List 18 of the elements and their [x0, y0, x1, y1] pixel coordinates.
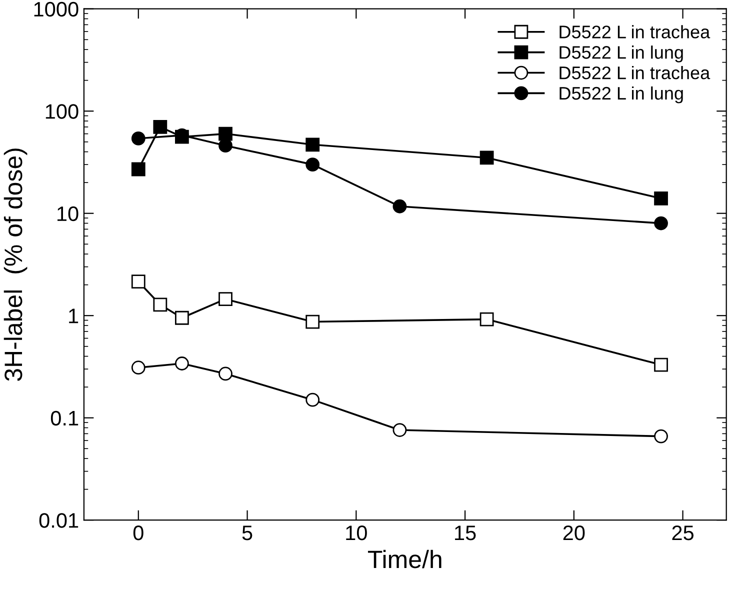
y-axis-title: 3H-label (% of dose): [4, 148, 28, 381]
x-tick-label: 5: [242, 526, 252, 540]
y-tick-label: 10: [58, 206, 78, 222]
y-tick-label: 0.1: [50, 410, 78, 426]
y-tick-label: 1: [69, 308, 78, 324]
y-tick-label: 100: [46, 104, 78, 119]
x-tick-label: 20: [563, 525, 585, 540]
x-tick-label: 10: [346, 525, 367, 540]
y-tick-label: 0.01: [39, 513, 78, 528]
x-tick-label: 0: [133, 525, 144, 540]
y-tick-label: 1000: [34, 2, 78, 17]
x-tick-label: 25: [672, 525, 694, 540]
legend-label: D5522 L in trachea: [560, 25, 710, 38]
legend-label: D5522 L in lung: [560, 86, 683, 104]
x-tick-label: 15: [455, 526, 476, 540]
x-axis-title: Time/h: [368, 550, 442, 568]
legend-label: D5522 L in trachea: [560, 66, 710, 80]
legend-label: D5522 L in lung: [560, 46, 683, 62]
